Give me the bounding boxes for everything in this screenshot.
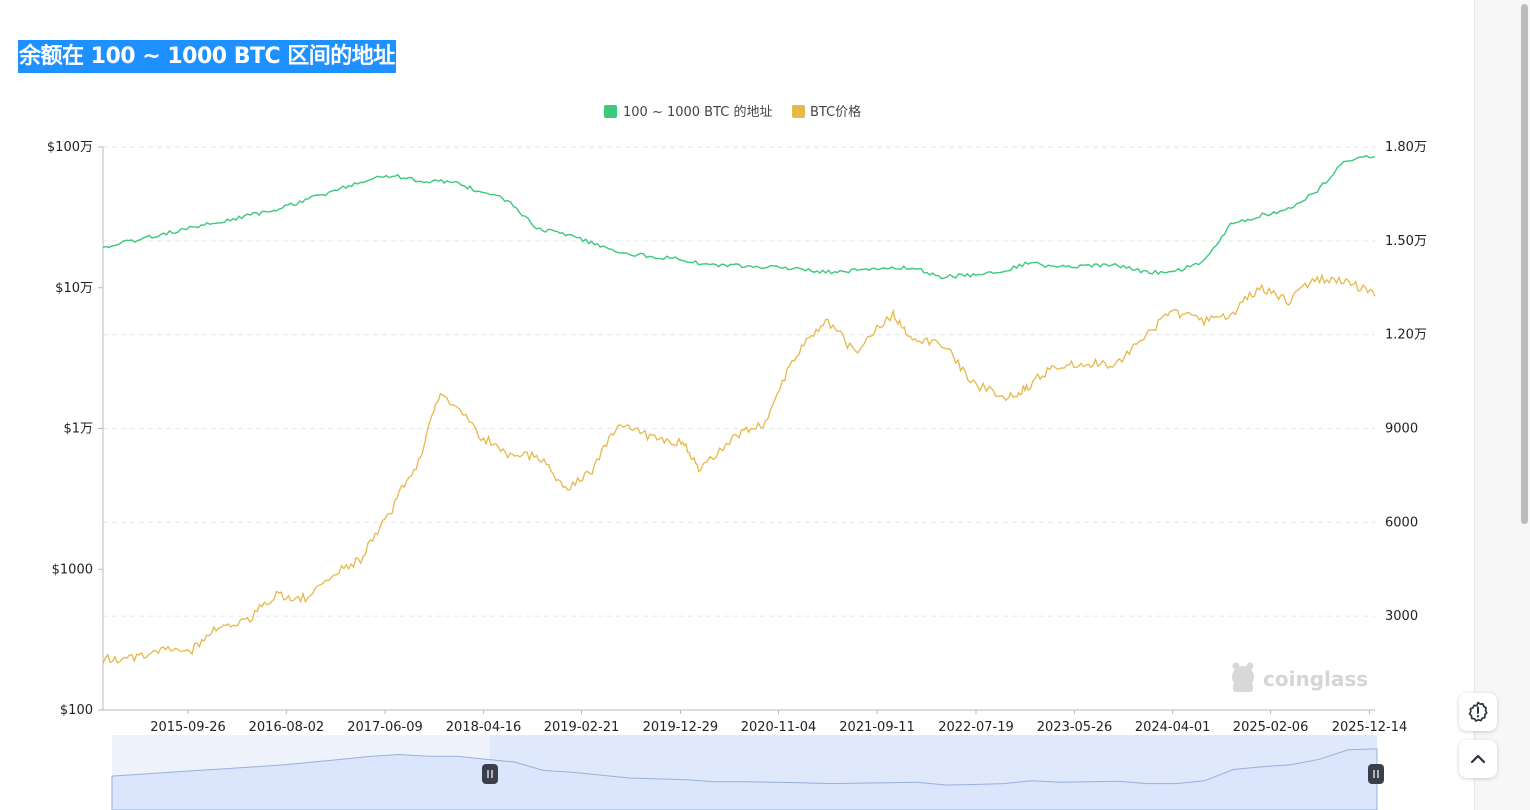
- btc-addresses-chart: $100万 $10万 $1万 $1000 $100 1.80万 1.50万 1.20万 900…: [47, 104, 1427, 810]
- legend-swatch-price: [792, 105, 805, 118]
- coinglass-logo-icon: [1232, 662, 1254, 692]
- chevron-up-icon: [1470, 754, 1486, 764]
- y-right-tick-label: 3000: [1385, 609, 1418, 624]
- watermark-text: coinglass: [1263, 667, 1368, 691]
- x-tick-label: 2017-06-09: [347, 720, 423, 735]
- scrollbar-thumb[interactable]: [1521, 4, 1528, 524]
- x-tick-label: 2019-02-21: [544, 720, 620, 735]
- legend-item-price[interactable]: BTC价格: [792, 104, 861, 120]
- y-left-tick-label: $100: [60, 703, 93, 718]
- navigator-overview-area: [111, 748, 1378, 810]
- grid-lines: [103, 146, 1375, 617]
- legend-label-price: BTC价格: [810, 104, 861, 120]
- chart-legend: 100 ~ 1000 BTC 的地址 BTC价格: [604, 104, 861, 120]
- x-tick-label: 2019-12-29: [643, 720, 719, 735]
- page-scrollbar[interactable]: [1474, 0, 1530, 810]
- gear-alert-icon: [1468, 701, 1488, 722]
- y-left-tick-label: $100万: [47, 140, 93, 155]
- scroll-to-top-button[interactable]: [1459, 740, 1497, 778]
- y-right-tick-label: 9000: [1385, 422, 1418, 437]
- x-tick-label: 2022-07-19: [938, 720, 1014, 735]
- y-left-tick-label: $1000: [52, 562, 93, 577]
- x-tick-label: 2018-04-16: [446, 720, 522, 735]
- x-tick-label: 2015-09-26: [150, 720, 226, 735]
- x-tick-label: 2016-08-02: [249, 720, 325, 735]
- x-tick-label: 2023-05-26: [1037, 720, 1113, 735]
- x-tick-label: 2021-09-11: [839, 720, 915, 735]
- x-tick-label: 2025-02-06: [1233, 720, 1309, 735]
- legend-item-addresses[interactable]: 100 ~ 1000 BTC 的地址: [604, 104, 773, 120]
- theme-toggle-button[interactable]: [1459, 693, 1497, 731]
- legend-label-addresses: 100 ~ 1000 BTC 的地址: [623, 104, 773, 120]
- right-axis-ticks: 1.80万 1.50万 1.20万 9000 6000 3000: [1385, 140, 1427, 624]
- navigator-right-handle[interactable]: [1368, 764, 1384, 784]
- y-right-tick-label: 6000: [1385, 515, 1418, 530]
- series-line-btc-price: [102, 273, 1376, 664]
- legend-swatch-addresses: [604, 105, 617, 118]
- y-right-tick-label: 1.20万: [1385, 328, 1427, 343]
- coinglass-watermark: coinglass: [1232, 662, 1368, 692]
- y-left-tick-label: $1万: [63, 422, 93, 437]
- x-tick-label: 2024-04-01: [1135, 720, 1211, 735]
- x-axis-ticks: 2015-09-26 2016-08-02 2017-06-09 2018-04-16…: [150, 710, 1407, 735]
- page-title: 余额在 100 ~ 1000 BTC 区间的地址: [18, 40, 396, 73]
- x-tick-label: 2020-11-04: [741, 720, 817, 735]
- left-axis-ticks: $100万 $10万 $1万 $1000 $100: [47, 140, 103, 718]
- y-left-tick-label: $10万: [55, 281, 93, 296]
- range-navigator[interactable]: [111, 735, 1384, 810]
- y-right-tick-label: 1.50万: [1385, 234, 1427, 249]
- series-line-addresses: [102, 155, 1376, 280]
- series-points: [102, 156, 1376, 660]
- navigator-left-handle[interactable]: [482, 764, 498, 784]
- x-tick-label: 2025-12-14: [1332, 720, 1408, 735]
- y-right-tick-label: 1.80万: [1385, 140, 1427, 155]
